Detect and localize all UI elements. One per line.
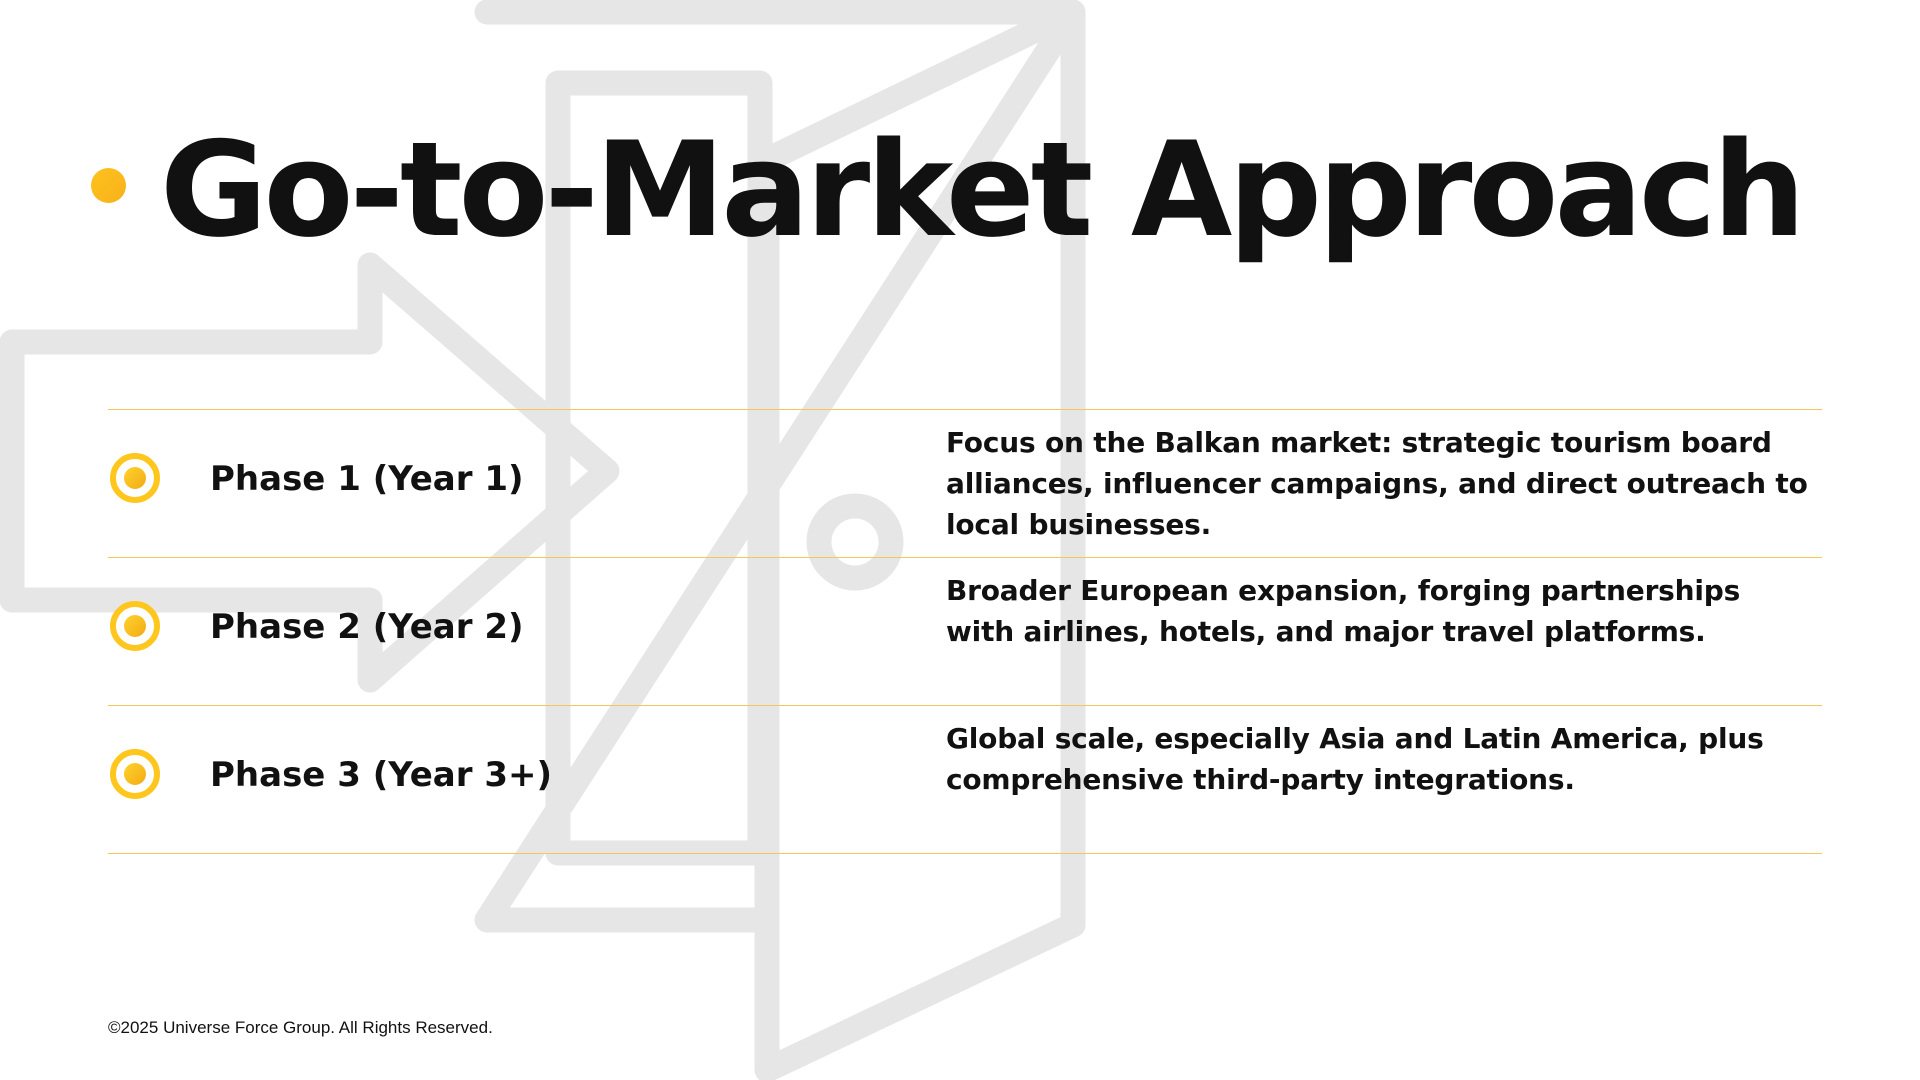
phase-description: Focus on the Balkan market: strategic to… — [946, 426, 1808, 541]
title-bullet-dot — [91, 168, 126, 203]
copyright-footer: ©2025 Universe Force Group. All Rights R… — [108, 1018, 493, 1037]
circle-marker-icon — [110, 601, 160, 651]
phase-row-3: Phase 3 (Year 3+) Global scale, especial… — [108, 706, 1822, 854]
circle-marker-icon — [110, 749, 160, 799]
phase-row-2: Phase 2 (Year 2) Broader European expans… — [108, 558, 1822, 706]
phase-description: Global scale, especially Asia and Latin … — [946, 722, 1764, 796]
slide-title: Go-to-Market Approach — [160, 113, 1806, 266]
phase-row-1: Phase 1 (Year 1) Focus on the Balkan mar… — [108, 410, 1822, 558]
phase-label: Phase 3 (Year 3+) — [210, 755, 553, 795]
phase-list: Phase 1 (Year 1) Focus on the Balkan mar… — [108, 409, 1822, 854]
circle-marker-icon — [110, 453, 160, 503]
phase-label: Phase 2 (Year 2) — [210, 607, 524, 647]
phase-description: Broader European expansion, forging part… — [946, 574, 1741, 648]
phase-label: Phase 1 (Year 1) — [210, 459, 524, 499]
